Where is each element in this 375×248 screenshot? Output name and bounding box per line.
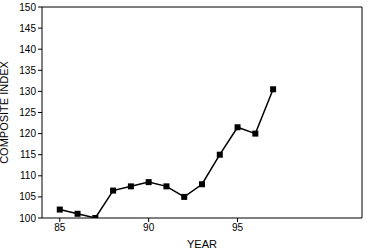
svg-text:95: 95 — [232, 222, 244, 233]
svg-text:150: 150 — [19, 2, 36, 13]
svg-text:125: 125 — [19, 107, 36, 118]
svg-text:90: 90 — [143, 222, 155, 233]
svg-text:85: 85 — [54, 222, 66, 233]
svg-text:100: 100 — [19, 213, 36, 224]
svg-text:COMPOSITE INDEX: COMPOSITE INDEX — [8, 61, 10, 164]
svg-text:130: 130 — [19, 86, 36, 97]
svg-text:135: 135 — [19, 65, 36, 76]
svg-text:115: 115 — [20, 149, 36, 160]
svg-text:110: 110 — [20, 170, 36, 181]
svg-text:120: 120 — [19, 128, 36, 139]
svg-text:105: 105 — [19, 191, 36, 202]
svg-text:140: 140 — [19, 44, 36, 55]
svg-text:YEAR: YEAR — [187, 238, 217, 248]
svg-text:145: 145 — [19, 23, 36, 34]
